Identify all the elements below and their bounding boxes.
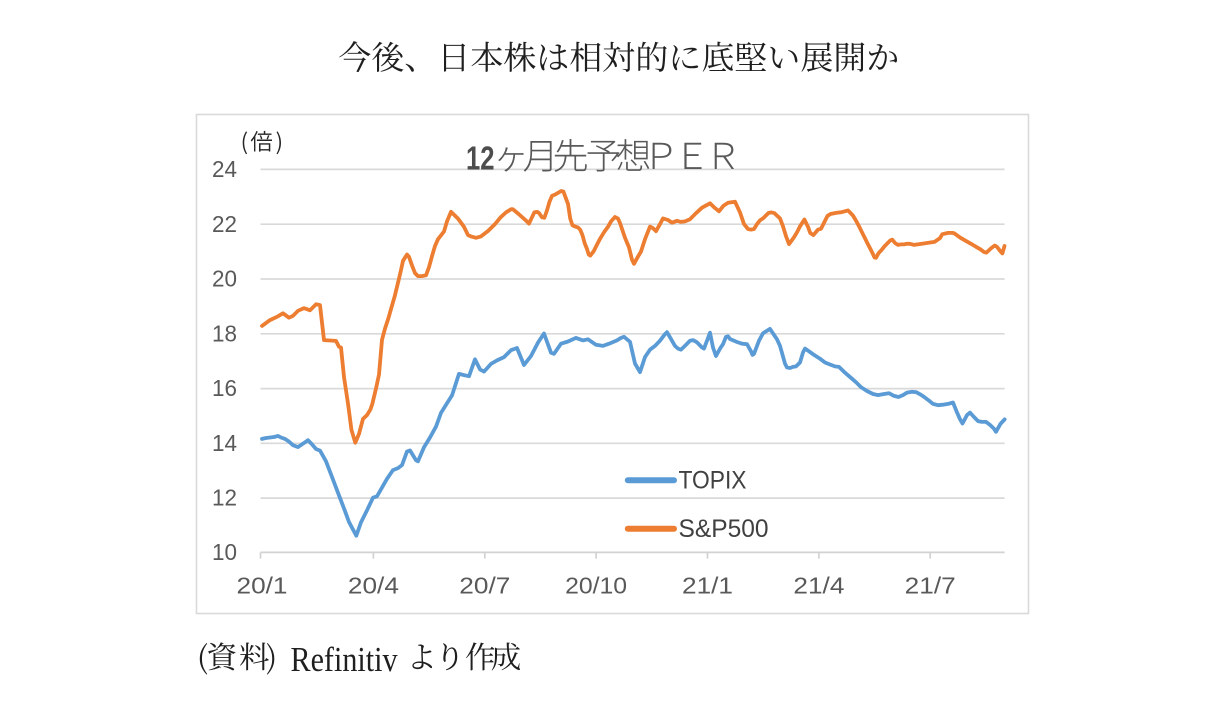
svg-text:20/4: 20/4 [348, 572, 399, 598]
svg-text:22: 22 [212, 211, 237, 237]
svg-text:Refinitiv: Refinitiv [291, 640, 398, 679]
svg-text:TOPIX: TOPIX [679, 466, 747, 494]
svg-text:20: 20 [212, 266, 237, 292]
svg-text:S&P500: S&P500 [679, 515, 769, 543]
svg-text:21/1: 21/1 [682, 572, 733, 598]
svg-text:21/4: 21/4 [793, 572, 844, 598]
svg-text:14: 14 [212, 430, 237, 456]
svg-text:20/1: 20/1 [237, 572, 288, 598]
svg-text:16: 16 [212, 375, 237, 401]
svg-text:18: 18 [212, 320, 237, 346]
svg-text:12: 12 [212, 485, 237, 511]
svg-text:20/7: 20/7 [459, 572, 510, 598]
svg-text:12: 12 [466, 139, 495, 176]
svg-text:20/10: 20/10 [565, 572, 627, 598]
svg-text:10: 10 [212, 539, 237, 565]
svg-text:24: 24 [212, 156, 237, 182]
svg-text:21/7: 21/7 [905, 572, 956, 598]
